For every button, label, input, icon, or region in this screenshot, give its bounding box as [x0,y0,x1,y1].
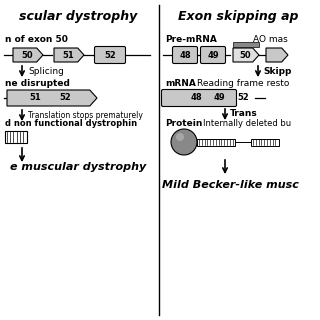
Text: Mild Becker-like musc: Mild Becker-like musc [162,180,299,190]
Text: scular dystrophy: scular dystrophy [19,10,137,23]
Text: Exon skipping ap: Exon skipping ap [178,10,298,23]
Text: 52: 52 [59,93,71,102]
Text: 50: 50 [239,51,251,60]
Text: Protein: Protein [165,119,202,129]
Polygon shape [266,48,288,62]
Text: 51: 51 [62,51,74,60]
Text: Skipp: Skipp [263,67,292,76]
Text: ne disrupted: ne disrupted [5,78,70,87]
FancyBboxPatch shape [5,131,27,143]
Text: 49: 49 [207,51,219,60]
FancyBboxPatch shape [172,46,197,63]
FancyBboxPatch shape [201,46,226,63]
Text: Trans: Trans [230,109,258,118]
Circle shape [171,129,197,155]
FancyBboxPatch shape [162,90,236,107]
FancyBboxPatch shape [251,139,279,146]
Polygon shape [7,90,97,106]
Text: 51: 51 [29,93,41,102]
Polygon shape [13,48,43,62]
Text: 48: 48 [179,51,191,60]
Text: mRNA: mRNA [165,79,196,89]
Text: AO mas: AO mas [253,36,288,44]
Text: 50: 50 [21,51,33,60]
Text: d non functional dystrophin: d non functional dystrophin [5,119,137,129]
Circle shape [176,133,184,141]
Text: 48: 48 [190,93,202,102]
Polygon shape [54,48,84,62]
Text: Translation stops prematurely: Translation stops prematurely [28,110,143,119]
Text: 52: 52 [237,93,249,102]
Text: 49: 49 [213,93,225,102]
Text: Splicing: Splicing [28,67,64,76]
Text: Reading frame resto: Reading frame resto [197,79,289,89]
Text: e muscular dystrophy: e muscular dystrophy [10,162,146,172]
Polygon shape [233,48,259,62]
Text: Pre-mRNA: Pre-mRNA [165,36,217,44]
FancyBboxPatch shape [233,42,259,47]
Text: n of exon 50: n of exon 50 [5,36,68,44]
FancyBboxPatch shape [94,46,125,63]
Text: Internally deleted bu: Internally deleted bu [203,119,291,129]
Text: 52: 52 [104,51,116,60]
FancyBboxPatch shape [197,139,235,146]
